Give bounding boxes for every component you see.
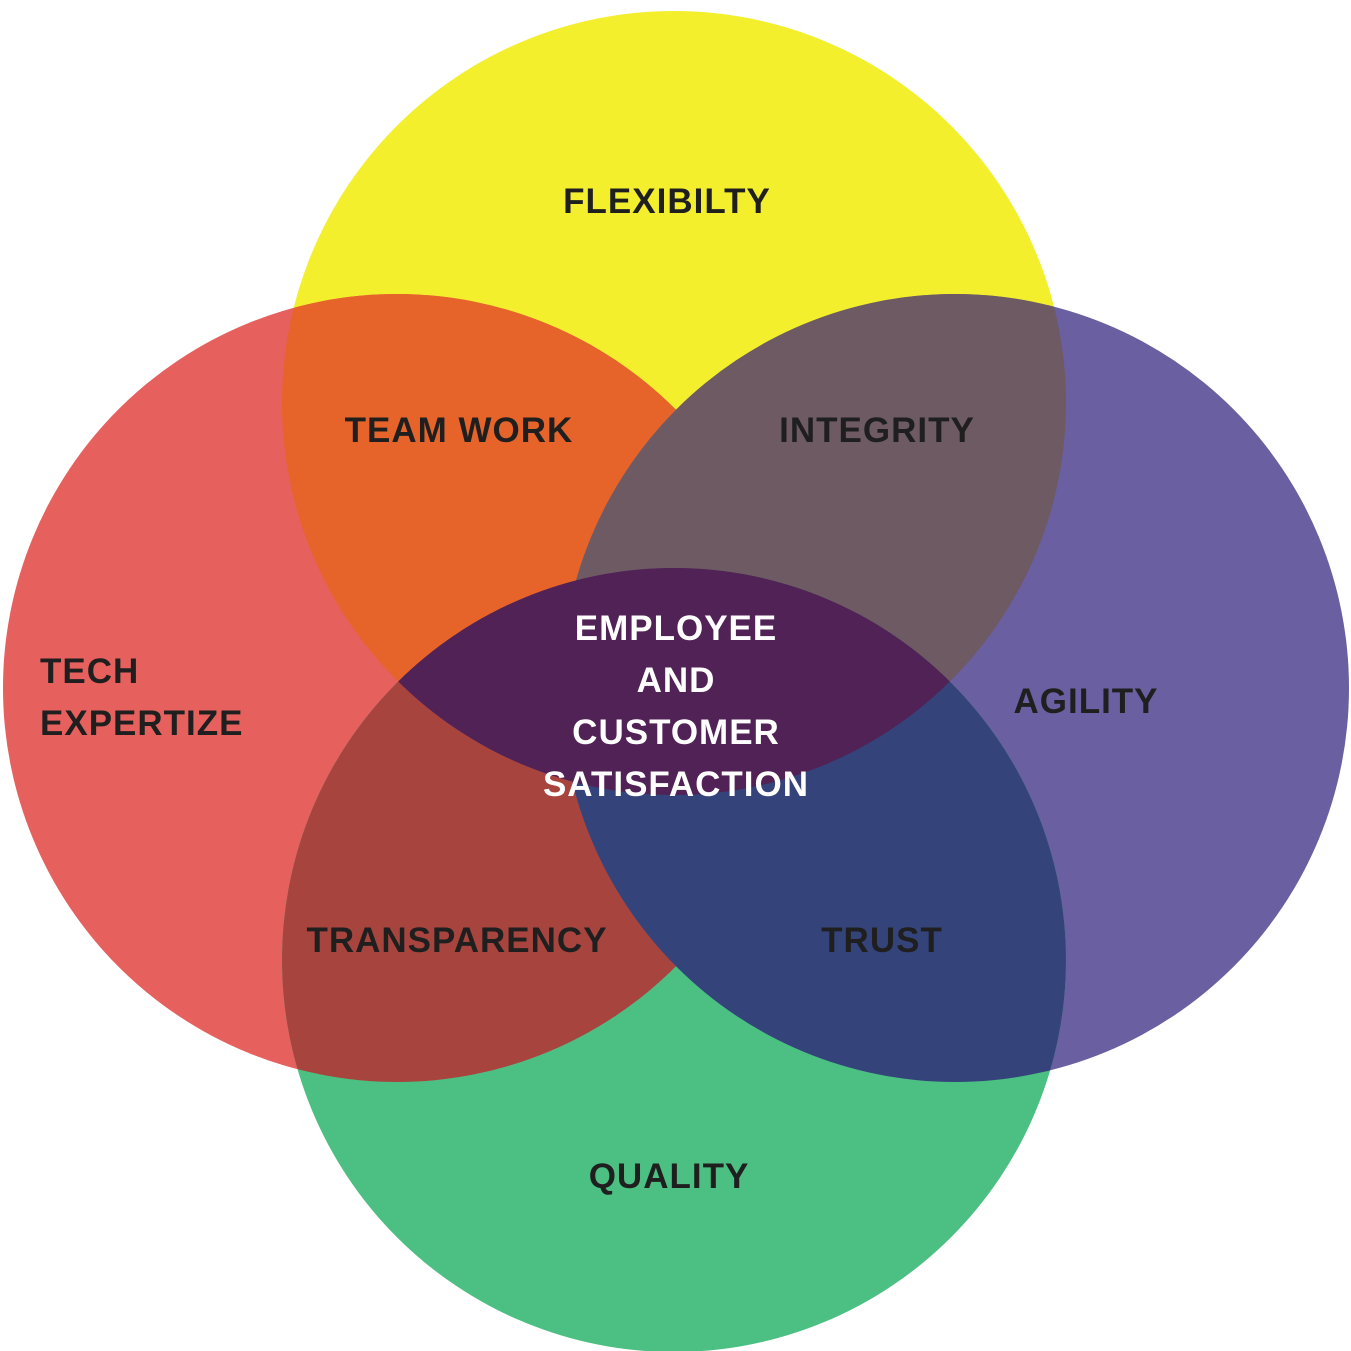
label-flexibility: FLEXIBILTY <box>563 182 771 221</box>
center-line-and: AND <box>637 661 716 700</box>
overlap-trust <box>561 568 1066 1082</box>
label-expertize: EXPERTIZE <box>40 704 243 743</box>
label-trust: TRUST <box>821 921 943 960</box>
center-line-employee: EMPLOYEE <box>575 609 777 648</box>
label-team-work: TEAM WORK <box>345 411 574 450</box>
center-line-customer: CUSTOMER <box>572 713 780 752</box>
overlap-transparency <box>282 568 791 1082</box>
label-tech: TECH <box>40 652 139 691</box>
label-quality: QUALITY <box>589 1157 750 1196</box>
label-agility: AGILITY <box>1013 682 1158 721</box>
center-line-satisfaction: SATISFACTION <box>543 765 809 804</box>
label-integrity: INTEGRITY <box>779 411 975 450</box>
label-transparency: TRANSPARENCY <box>306 921 607 960</box>
